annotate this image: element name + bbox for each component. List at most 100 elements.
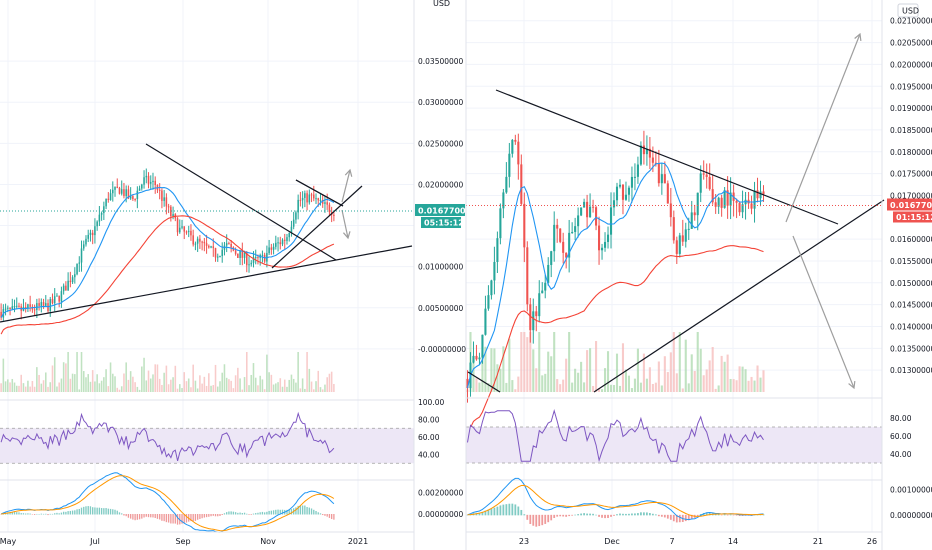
- volume-bar: [78, 389, 81, 392]
- macd-histogram-bar: [87, 506, 89, 515]
- volume-bar: [333, 383, 335, 392]
- volume-bar: [196, 388, 199, 392]
- candle-body: [660, 174, 663, 184]
- left-price-axis[interactable]: 0.03500000 0.03000000 0.02500000 0.02000000…: [415, 57, 472, 519]
- candle-body: [196, 238, 199, 244]
- candle-body: [720, 197, 723, 208]
- macd-histogram-bar: [60, 512, 63, 515]
- macd-histogram-bar: [105, 508, 107, 515]
- macd-histogram-bar: [666, 514, 669, 519]
- macd-histogram-bar: [684, 514, 687, 522]
- left-chart-panel[interactable]: 0.03500000 0.03000000 0.02500000 0.02000000…: [0, 0, 472, 546]
- macd-histogram-bar: [574, 514, 577, 516]
- arrow-head: [342, 231, 351, 240]
- macd-histogram-bar: [185, 514, 188, 523]
- candle-body: [250, 262, 253, 265]
- volume-bar: [321, 389, 324, 392]
- candle-body: [541, 290, 544, 294]
- left-trendlines[interactable]: [0, 143, 414, 323]
- macd-histogram-bar: [248, 514, 250, 515]
- volume-bar: [132, 376, 134, 392]
- macd-histogram-bar: [286, 509, 288, 515]
- macd-histogram-bar: [159, 514, 161, 520]
- left-time-axis[interactable]: May Jul Sep Nov 2021: [0, 531, 414, 546]
- volume-bar: [208, 373, 210, 392]
- macd-histogram-bar: [735, 514, 738, 516]
- macd-histogram-bar: [92, 507, 94, 515]
- macd-histogram-bar: [89, 506, 92, 515]
- volume-bar: [176, 388, 179, 392]
- macd-histogram-bar: [250, 514, 252, 515]
- right-price-axis[interactable]: 0.02100000 0.02050000 0.02000000 0.01950000…: [887, 17, 932, 520]
- candle-body: [702, 173, 705, 175]
- volume-bar: [523, 332, 526, 392]
- candle-body: [645, 148, 648, 155]
- volume-bar: [562, 379, 565, 392]
- candle-body: [272, 246, 275, 250]
- right-trendlines[interactable]: [466, 32, 885, 393]
- macd-histogram-bar: [80, 507, 83, 515]
- volume-bar: [310, 381, 313, 392]
- macd-histogram-bar: [308, 507, 310, 515]
- volume-bar: [42, 380, 45, 392]
- candle-body: [283, 239, 286, 241]
- volume-bar: [487, 383, 490, 392]
- macd-histogram-bar: [165, 514, 168, 523]
- candle-body: [568, 232, 571, 258]
- candle-body: [136, 190, 139, 200]
- macd-tick-label: 0.00200000: [418, 489, 464, 498]
- macd-histogram-bar: [49, 513, 51, 515]
- macd-histogram-bar: [556, 514, 559, 517]
- volume-bar: [223, 364, 226, 392]
- macd-histogram-bar: [138, 514, 141, 520]
- candle-body: [214, 248, 217, 258]
- candle-body: [161, 190, 163, 201]
- macd-histogram-bar: [201, 514, 203, 519]
- volume-bar: [756, 365, 759, 392]
- candle-body: [505, 176, 508, 193]
- macd-histogram-bar: [640, 512, 642, 516]
- macd-histogram-bar: [322, 514, 324, 516]
- volume-bar: [319, 387, 322, 392]
- candle-body: [96, 221, 98, 227]
- right-time-axis[interactable]: 23 Dec 7 14 21 26: [466, 531, 882, 546]
- candle-body: [125, 189, 127, 197]
- macd-histogram-bar: [675, 514, 678, 523]
- candle-body: [472, 355, 475, 363]
- macd-histogram-bar: [481, 511, 484, 516]
- macd-histogram-bar: [243, 512, 246, 515]
- volume-bar: [292, 378, 295, 392]
- right-currency-button[interactable]: USD: [897, 3, 919, 18]
- rsi-tick-label: 40.00: [418, 451, 440, 460]
- volume-bar: [118, 389, 121, 392]
- candle-body: [502, 192, 505, 209]
- candle-body: [753, 190, 756, 209]
- macd-histogram-bar: [203, 514, 206, 518]
- volume-bar: [277, 382, 279, 392]
- macd-histogram-bar: [252, 513, 255, 515]
- volume-bar: [592, 385, 595, 392]
- right-chart-panel[interactable]: 0.02100000 0.02050000 0.02000000 0.01950000…: [466, 0, 932, 546]
- candle-body: [228, 243, 230, 245]
- volume-bar: [615, 353, 619, 392]
- macd-histogram-bar: [221, 514, 223, 515]
- volume-bar: [657, 361, 660, 392]
- time-tick-label: Sep: [175, 537, 190, 546]
- candle-body: [143, 177, 145, 185]
- volume-bar: [645, 378, 648, 392]
- volume-bar: [535, 368, 538, 392]
- macd-histogram-bar: [657, 514, 660, 517]
- volume-bar: [105, 369, 107, 392]
- volume-bar: [181, 388, 183, 392]
- volume-bar: [2, 358, 5, 392]
- volume-bar: [185, 381, 188, 392]
- volume-bar: [219, 381, 221, 392]
- volume-bar: [203, 376, 206, 392]
- candle-body: [270, 247, 273, 250]
- candle-body: [60, 291, 63, 302]
- volume-bar: [669, 352, 672, 392]
- macd-histogram-bar: [729, 514, 732, 516]
- volume-bar: [720, 355, 723, 392]
- price-tick-label: 0.02100000: [890, 17, 932, 26]
- volume-bar: [328, 373, 331, 392]
